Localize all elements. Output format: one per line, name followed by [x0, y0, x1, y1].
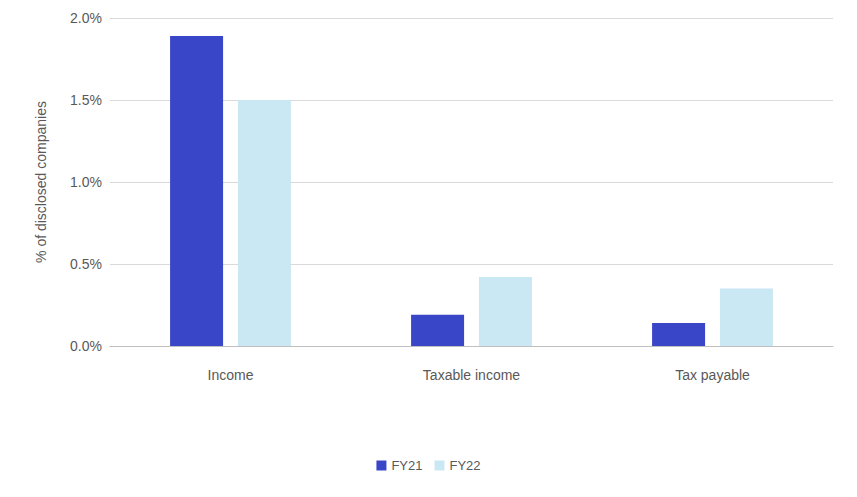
- svg-text:0.0%: 0.0%: [70, 338, 102, 354]
- svg-text:Taxable income: Taxable income: [423, 367, 520, 383]
- svg-text:2.0%: 2.0%: [70, 10, 102, 26]
- svg-text:FY22: FY22: [450, 458, 481, 473]
- svg-text:FY21: FY21: [391, 458, 422, 473]
- svg-text:% of disclosed companies: % of disclosed companies: [33, 101, 49, 263]
- svg-text:0.5%: 0.5%: [70, 256, 102, 272]
- svg-text:Income: Income: [208, 367, 254, 383]
- svg-text:1.5%: 1.5%: [70, 92, 102, 108]
- svg-text:Tax payable: Tax payable: [675, 367, 750, 383]
- svg-text:1.0%: 1.0%: [70, 174, 102, 190]
